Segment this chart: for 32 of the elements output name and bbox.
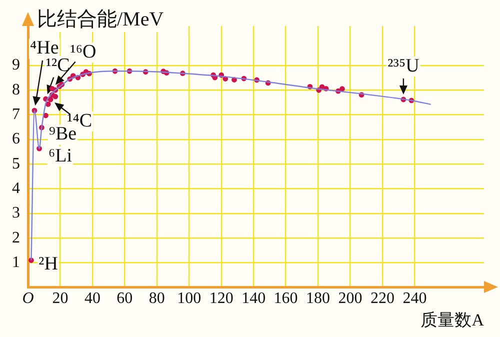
x-tick-label: O [22, 290, 34, 308]
annotation: ⁶Li [48, 146, 72, 167]
x-tick-label: 240 [402, 290, 427, 308]
y-tick-label: 4 [12, 180, 20, 197]
x-tick-label: 20 [52, 290, 68, 308]
annotation: ²³⁵U [388, 55, 420, 76]
annotation: ²H [38, 253, 58, 274]
x-axis-title: 质量数A [420, 310, 485, 330]
x-tick-label: 80 [148, 290, 165, 308]
y-tick-label: 8 [12, 81, 20, 98]
y-tick-label: 3 [12, 204, 20, 222]
annotation: ⁴He [30, 38, 59, 59]
x-tick-label: 180 [306, 290, 330, 308]
y-tick-label: 5 [12, 155, 20, 172]
x-tick-label: 220 [370, 290, 394, 308]
y-tick-label: 6 [12, 130, 20, 148]
y-axis-title: 比结合能/MeV [37, 8, 164, 30]
y-tick-label: 9 [12, 56, 20, 74]
y-tick-label: 1 [12, 254, 20, 271]
annotation: ¹⁶O [70, 42, 96, 63]
y-tick-label: 2 [12, 229, 20, 246]
x-tick-label: 120 [209, 290, 234, 308]
x-tick-label: 40 [84, 290, 100, 308]
x-tick-label: 60 [116, 290, 133, 308]
y-tick-label: 7 [12, 106, 20, 123]
annotation: ¹²C [46, 54, 70, 76]
x-tick-label: 140 [242, 290, 266, 308]
annotation: ⁹Be [48, 124, 77, 145]
x-tick-label: 160 [274, 290, 298, 308]
x-tick-label: 100 [177, 290, 202, 308]
x-tick-label: 200 [338, 290, 362, 308]
annotation: ¹⁴C [67, 110, 92, 132]
